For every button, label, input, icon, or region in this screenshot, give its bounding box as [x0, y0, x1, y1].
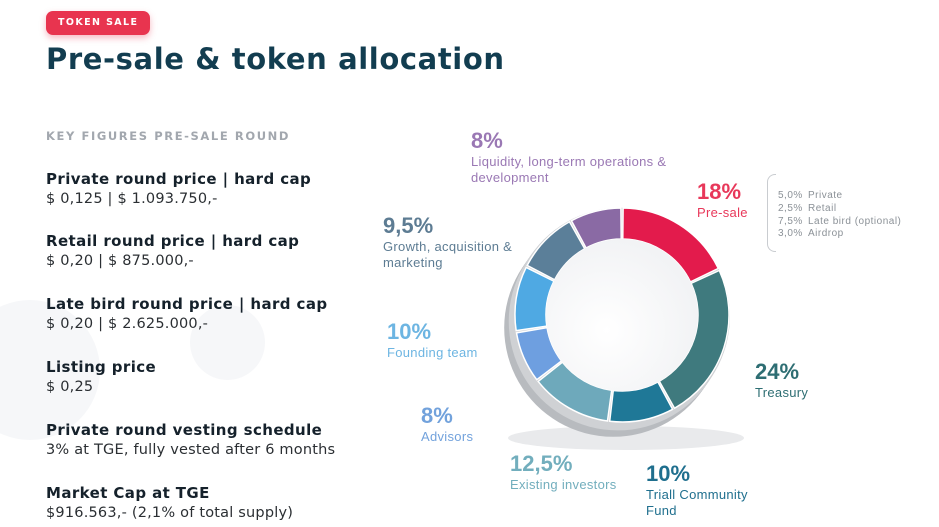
segment-percent: 8%	[471, 128, 503, 153]
breakdown-percent: 7,5%	[778, 215, 803, 227]
segment-description: Triall Community Fund	[646, 487, 748, 518]
breakdown-brace	[767, 174, 776, 252]
segment-description: Founding team	[387, 345, 478, 360]
segment-percent: 24%	[755, 359, 800, 384]
chart-shadow	[508, 426, 744, 450]
segment-label-liquidity: 8% Liquidity, long-term operations & dev…	[471, 129, 686, 186]
key-figure-value: 3% at TGE, fully vested after 6 months	[46, 442, 336, 458]
key-figure-value: $ 0,20 | $ 2.625.000,-	[46, 316, 209, 332]
key-figure-label: Retail round price | hard cap	[46, 232, 300, 250]
breakdown-label: Private	[808, 190, 843, 201]
donut-segment-existing-investors	[537, 361, 613, 422]
key-figure: Retail round price | hard cap $ 0,20 | $…	[46, 232, 299, 269]
key-figure-value: $916.563,- (2,1% of total supply)	[46, 505, 294, 521]
donut-segment-advisors	[515, 326, 563, 381]
segment-description: Liquidity, long-term operations & develo…	[471, 154, 667, 185]
breakdown-row: 3,0% Airdrop	[778, 228, 901, 241]
segment-description: Advisors	[421, 429, 474, 444]
key-figure-value: $ 0,20 | $ 875.000,-	[46, 253, 194, 269]
background-decoration	[190, 305, 265, 380]
key-figure-label: Market Cap at TGE	[46, 484, 210, 502]
breakdown-row: 7,5% Late bird (optional)	[778, 216, 901, 229]
key-figure: Private round price | hard cap $ 0,125 |…	[46, 170, 311, 207]
key-figure-value: $ 0,25	[46, 379, 94, 395]
segment-percent: 8%	[421, 403, 453, 428]
page-title: Pre-sale & token allocation	[46, 42, 505, 76]
key-figure-label: Late bird round price | hard cap	[46, 295, 328, 313]
key-figure: Listing price $ 0,25	[46, 358, 156, 395]
breakdown-label: Late bird (optional)	[808, 215, 902, 227]
segment-percent: 18%	[697, 179, 742, 204]
key-figure: Private round vesting schedule 3% at TGE…	[46, 421, 335, 458]
donut-segments	[514, 207, 730, 423]
segment-label-presale: 18% Pre-sale	[697, 180, 748, 221]
segment-label-community-fund: 10% Triall Community Fund	[646, 462, 776, 519]
segment-label-founding-team: 10% Founding team	[387, 320, 478, 361]
breakdown-label: Airdrop	[808, 228, 844, 240]
segment-description: Pre-sale	[697, 205, 748, 220]
segment-percent: 12,5%	[510, 451, 573, 476]
breakdown-percent: 3,0%	[778, 228, 803, 240]
breakdown-row: 5,0% Private	[778, 190, 901, 203]
donut-hole	[546, 239, 698, 391]
breakdown-percent: 5,0%	[778, 190, 803, 201]
donut-segment-liquidity-long-term-operations-development	[570, 207, 622, 250]
segment-description: Treasury	[755, 385, 809, 400]
segment-label-existing-investors: 12,5% Existing investors	[510, 452, 617, 493]
key-figure-label: Private round vesting schedule	[46, 421, 323, 439]
key-figure-label: Private round price | hard cap	[46, 170, 312, 188]
breakdown-row: 2,5% Retail	[778, 203, 901, 216]
segment-label-advisors: 8% Advisors	[421, 404, 473, 445]
breakdown-percent: 2,5%	[778, 202, 803, 214]
segment-description: Existing investors	[510, 477, 617, 492]
breakdown-label: Retail	[808, 202, 837, 214]
segment-label-treasury: 24% Treasury	[755, 360, 808, 401]
key-figures-heading: KEY FIGURES PRE-SALE ROUND	[46, 129, 291, 143]
segment-description: Growth, acquisition & marketing	[383, 239, 513, 270]
segment-percent: 10%	[387, 319, 432, 344]
key-figure-label: Listing price	[46, 358, 157, 376]
segment-percent: 9,5%	[383, 213, 434, 238]
segment-label-growth: 9,5% Growth, acquisition & marketing	[383, 214, 521, 271]
key-figure: Late bird round price | hard cap $ 0,20 …	[46, 295, 327, 332]
key-figure-value: $ 0,125 | $ 1.093.750,-	[46, 191, 218, 207]
key-figure: Market Cap at TGE $916.563,- (2,1% of to…	[46, 484, 293, 521]
segment-percent: 10%	[646, 461, 691, 486]
section-badge: TOKEN SALE	[46, 11, 151, 35]
